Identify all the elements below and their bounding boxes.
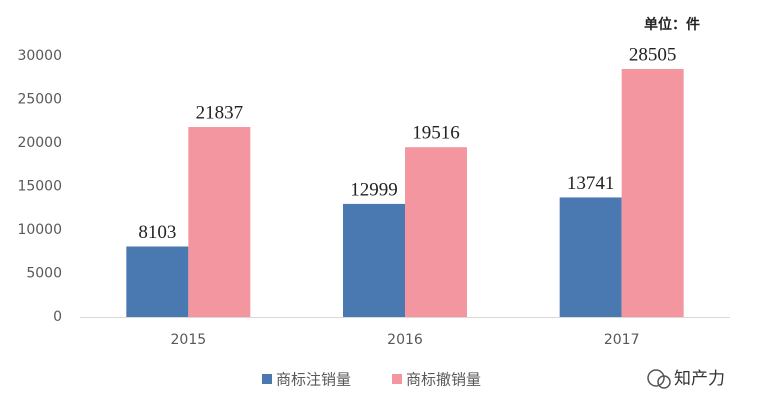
legend-swatch bbox=[262, 374, 272, 384]
value-label: 8103 bbox=[138, 222, 176, 243]
watermark: 知产力 bbox=[674, 369, 725, 389]
x-tick-label: 2017 bbox=[604, 332, 640, 348]
value-label: 13741 bbox=[567, 173, 615, 194]
bar bbox=[343, 203, 405, 317]
y-tick-label: 25000 bbox=[17, 92, 62, 108]
bar bbox=[188, 127, 251, 317]
y-tick-label: 10000 bbox=[17, 222, 62, 238]
y-tick-label: 0 bbox=[53, 309, 62, 325]
unit-label: 单位：件 bbox=[644, 16, 700, 33]
y-tick-label: 5000 bbox=[26, 266, 62, 282]
value-label: 19516 bbox=[412, 123, 460, 144]
legend-label: 商标注销量 bbox=[276, 371, 351, 389]
x-tick-label: 2015 bbox=[171, 332, 207, 348]
bar bbox=[621, 69, 684, 317]
y-tick-label: 20000 bbox=[17, 135, 62, 151]
bar bbox=[126, 246, 189, 317]
x-tick-label: 2016 bbox=[387, 332, 423, 348]
bar bbox=[405, 147, 467, 317]
value-label: 21837 bbox=[196, 102, 244, 123]
watermark-icon bbox=[647, 369, 671, 389]
y-tick-label: 30000 bbox=[17, 48, 62, 64]
value-label: 28505 bbox=[629, 44, 677, 65]
bar bbox=[559, 197, 622, 317]
value-label: 12999 bbox=[350, 179, 398, 200]
legend-swatch bbox=[392, 374, 402, 384]
legend-label: 商标撤销量 bbox=[406, 371, 481, 389]
y-tick-label: 15000 bbox=[17, 179, 62, 195]
